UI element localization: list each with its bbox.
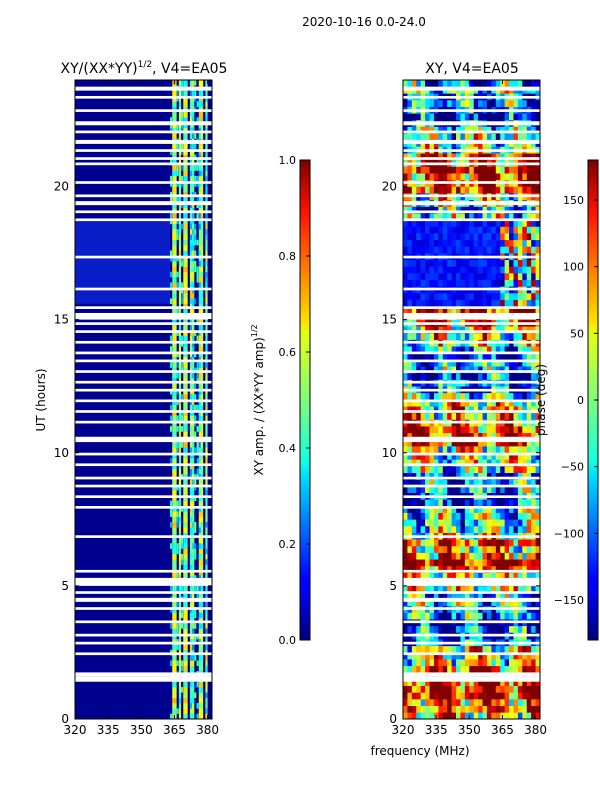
- colorbar-tick-label: −150: [554, 594, 584, 607]
- x-tick-label: 380: [524, 723, 547, 737]
- colorbar-tick-label: 100: [563, 261, 584, 274]
- right-panel: XY, V4=EA05 320 335 350 365 380 0 5 10 15 20: [382, 61, 547, 737]
- x-tick-label: 335: [425, 723, 448, 737]
- y-tick-label: 0: [389, 712, 397, 726]
- y-tick-label: 5: [389, 579, 397, 593]
- x-tick-label: 350: [130, 723, 153, 737]
- x-tick-label: 335: [97, 723, 120, 737]
- left-colorbar-label: XY amp. / (XX*YY amp)1/2: [250, 324, 266, 475]
- left-ylabel: UT (hours): [34, 368, 48, 431]
- colorbar-tick-label: 0.0: [279, 634, 297, 647]
- colorbar-tick-label: 0.6: [279, 346, 297, 359]
- x-tick-label: 350: [458, 723, 481, 737]
- x-tick-label: 365: [163, 723, 186, 737]
- colorbar-tick-label: 0.2: [279, 538, 297, 551]
- left-colorbar-ticks: 0.0 0.2 0.4 0.6 0.8 1.0: [279, 154, 310, 647]
- y-tick-label: 15: [382, 313, 397, 327]
- right-colorbar-ticks: 150 100 50 0 −50 −100 −150: [554, 194, 598, 607]
- left-heatmap-image: [75, 80, 212, 719]
- right-axes-frame: [402, 79, 541, 720]
- left-colorbar: 0.0 0.2 0.4 0.6 0.8 1.0 XY amp. / (XX*YY amp)…: [250, 154, 311, 647]
- y-tick-label: 20: [382, 180, 397, 194]
- colorbar-tick-label: 1.0: [279, 154, 297, 167]
- colorbar-tick-label: −50: [561, 461, 584, 474]
- x-tick-label: 380: [196, 723, 219, 737]
- colorbar-tick-label: 0.4: [279, 442, 297, 455]
- right-axis-ticks: 320 335 350 365 380 0 5 10 15 20: [382, 80, 547, 737]
- colorbar-tick-label: −100: [554, 527, 584, 540]
- left-panel: XY/(XX*YY)1/2, V4=EA05 320 335 350 365 380 0 5…: [34, 60, 227, 737]
- right-panel-title: XY, V4=EA05: [425, 61, 519, 77]
- colorbar-tick-label: 50: [570, 327, 584, 340]
- colorbar-tick-label: 0.8: [279, 250, 297, 263]
- colorbar-tick-label: 150: [563, 194, 584, 207]
- right-heatmap-image: [403, 80, 540, 719]
- y-tick-label: 10: [54, 446, 69, 460]
- y-tick-label: 10: [382, 446, 397, 460]
- left-axis-ticks: 320 335 350 365 380 0 5 10 15 20: [54, 80, 219, 737]
- left-axes-frame: [74, 79, 213, 720]
- figure-suptitle: 2020-10-16 0.0-24.0: [302, 15, 426, 29]
- y-tick-label: 20: [54, 180, 69, 194]
- y-tick-label: 5: [61, 579, 69, 593]
- left-panel-title: XY/(XX*YY)1/2, V4=EA05: [61, 60, 228, 77]
- x-tick-label: 320: [392, 723, 415, 737]
- right-colorbar-label: phase (deg): [534, 364, 548, 436]
- x-tick-label: 365: [491, 723, 514, 737]
- y-tick-label: 0: [61, 712, 69, 726]
- y-tick-label: 15: [54, 313, 69, 327]
- right-colorbar: 150 100 50 0 −50 −100 −150 phase (deg): [534, 159, 599, 641]
- shared-xlabel: frequency (MHz): [370, 744, 469, 758]
- left-colorbar-gradient: [299, 159, 311, 641]
- colorbar-tick-label: 0: [577, 394, 584, 407]
- x-tick-label: 320: [64, 723, 87, 737]
